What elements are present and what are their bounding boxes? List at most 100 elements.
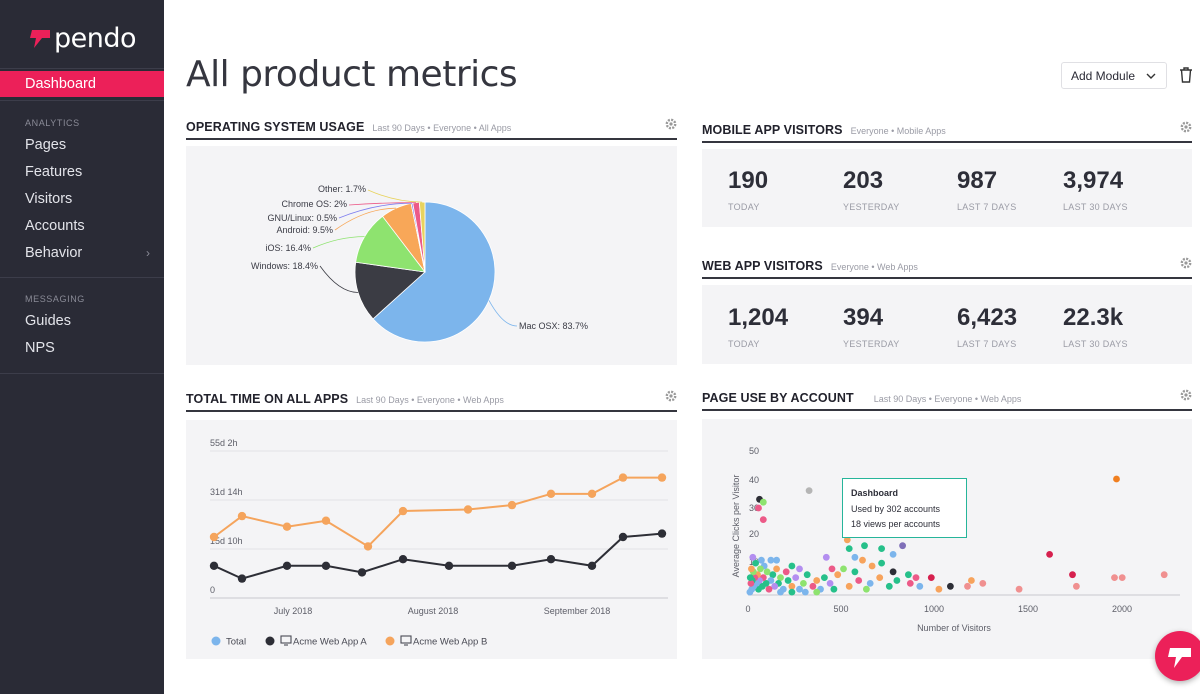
scatter-point[interactable] (788, 562, 796, 570)
scatter-point[interactable] (912, 574, 920, 581)
scatter-point[interactable] (757, 565, 764, 573)
scatter-point[interactable] (777, 574, 784, 581)
scatter-point[interactable] (968, 577, 975, 584)
gear-icon[interactable] (1180, 257, 1192, 269)
sidebar-item-nps[interactable]: NPS (25, 340, 150, 356)
scatter-point[interactable] (1069, 571, 1076, 579)
scatter-point[interactable] (828, 565, 836, 573)
gear-icon[interactable] (665, 118, 677, 130)
scatter-point[interactable] (840, 565, 847, 573)
scatter-point[interactable] (1118, 574, 1126, 581)
scatter-point[interactable] (906, 580, 914, 587)
scatter-point[interactable] (1160, 571, 1168, 579)
data-point[interactable] (507, 561, 517, 570)
scatter-point[interactable] (1111, 574, 1118, 581)
scatter-point[interactable] (769, 571, 777, 579)
data-point[interactable] (282, 522, 292, 531)
scatter-point[interactable] (749, 553, 757, 561)
scatter-point[interactable] (773, 556, 780, 564)
data-point[interactable] (463, 505, 473, 514)
data-point[interactable] (657, 529, 667, 538)
add-module-button[interactable]: Add Module (1061, 62, 1167, 89)
data-point[interactable] (363, 542, 373, 551)
scatter-point[interactable] (792, 574, 800, 581)
gear-icon[interactable] (1180, 389, 1192, 401)
scatter-point[interactable] (863, 585, 870, 593)
data-point[interactable] (237, 574, 247, 583)
scatter-point[interactable] (866, 580, 874, 587)
scatter-point[interactable] (759, 516, 767, 523)
scatter-point[interactable] (784, 577, 792, 584)
scatter-point[interactable] (843, 536, 851, 544)
scatter-point[interactable] (878, 559, 885, 567)
data-point[interactable] (209, 561, 219, 570)
scatter-point[interactable] (927, 574, 935, 581)
scatter-point[interactable] (796, 585, 803, 593)
sidebar-item-guides[interactable]: Guides (25, 313, 150, 329)
scatter-point[interactable] (755, 504, 762, 512)
data-point[interactable] (587, 489, 597, 498)
resource-center-button[interactable] (1155, 631, 1200, 681)
scatter-point[interactable] (788, 582, 796, 590)
data-point[interactable] (618, 473, 628, 482)
scatter-point[interactable] (851, 553, 859, 561)
data-point[interactable] (321, 561, 331, 570)
data-point[interactable] (357, 568, 367, 577)
scatter-point[interactable] (889, 568, 897, 576)
scatter-point[interactable] (1113, 475, 1120, 483)
scatter-point[interactable] (758, 556, 765, 564)
scatter-point[interactable] (830, 585, 838, 593)
scatter-point[interactable] (763, 568, 771, 576)
scatter-point[interactable] (893, 577, 901, 584)
scatter-point[interactable] (1046, 551, 1053, 558)
scatter-point[interactable] (851, 568, 859, 576)
legend[interactable]: Total Acme Web App A Acme Web App B (211, 635, 488, 648)
scatter-point[interactable] (979, 580, 987, 587)
data-point[interactable] (587, 561, 597, 570)
data-point[interactable] (237, 511, 247, 521)
scatter-point[interactable] (771, 582, 779, 590)
scatter-point[interactable] (746, 574, 754, 581)
scatter-point[interactable] (826, 580, 834, 587)
sidebar-item-pages[interactable]: Pages (25, 137, 150, 153)
scatter-point[interactable] (905, 571, 912, 579)
scatter-point[interactable] (964, 582, 971, 590)
scatter-point[interactable] (813, 588, 821, 596)
scatter-point[interactable] (752, 559, 759, 567)
series-line-acme-web-app-b[interactable] (213, 476, 662, 548)
gear-icon[interactable] (1180, 121, 1192, 133)
scatter-point[interactable] (805, 487, 813, 494)
scatter-point[interactable] (1073, 582, 1080, 590)
data-point[interactable] (546, 489, 556, 498)
data-point[interactable] (209, 532, 219, 542)
scatter-point[interactable] (777, 588, 784, 596)
scatter-point[interactable] (747, 580, 755, 587)
scatter-point[interactable] (759, 498, 767, 506)
scatter-point[interactable] (878, 545, 885, 552)
scatter-point[interactable] (801, 588, 809, 596)
scatter-point[interactable] (767, 556, 775, 564)
scatter-point[interactable] (773, 565, 780, 573)
sidebar-item-accounts[interactable]: Accounts (25, 218, 150, 234)
scatter-point[interactable] (746, 588, 754, 596)
sidebar-item-dashboard[interactable]: Dashboard (0, 71, 164, 97)
scatter-point[interactable] (822, 553, 830, 561)
scatter-point[interactable] (855, 577, 863, 584)
os-usage-pie-chart[interactable]: Other: 1.7% Chrome OS: 2% GNU/Linux: 0.5… (186, 146, 677, 365)
scatter-point[interactable] (889, 551, 897, 558)
sidebar-item-features[interactable]: Features (25, 164, 150, 180)
pie-slice-windows[interactable] (354, 261, 426, 320)
scatter-point[interactable] (748, 565, 755, 573)
sidebar-item-visitors[interactable]: Visitors (25, 191, 150, 207)
sidebar-item-behavior[interactable]: Behavior › (25, 245, 150, 261)
data-point[interactable] (321, 516, 331, 525)
series-line-acme-web-app-a[interactable] (213, 532, 663, 580)
scatter-point[interactable] (916, 582, 924, 590)
scatter-point[interactable] (765, 585, 773, 593)
scatter-point[interactable] (788, 588, 796, 596)
trash-icon[interactable] (1178, 66, 1194, 84)
scatter-point[interactable] (821, 574, 828, 581)
scatter-point[interactable] (947, 582, 954, 590)
scatter-point[interactable] (834, 571, 842, 579)
scatter-point[interactable] (800, 580, 807, 587)
